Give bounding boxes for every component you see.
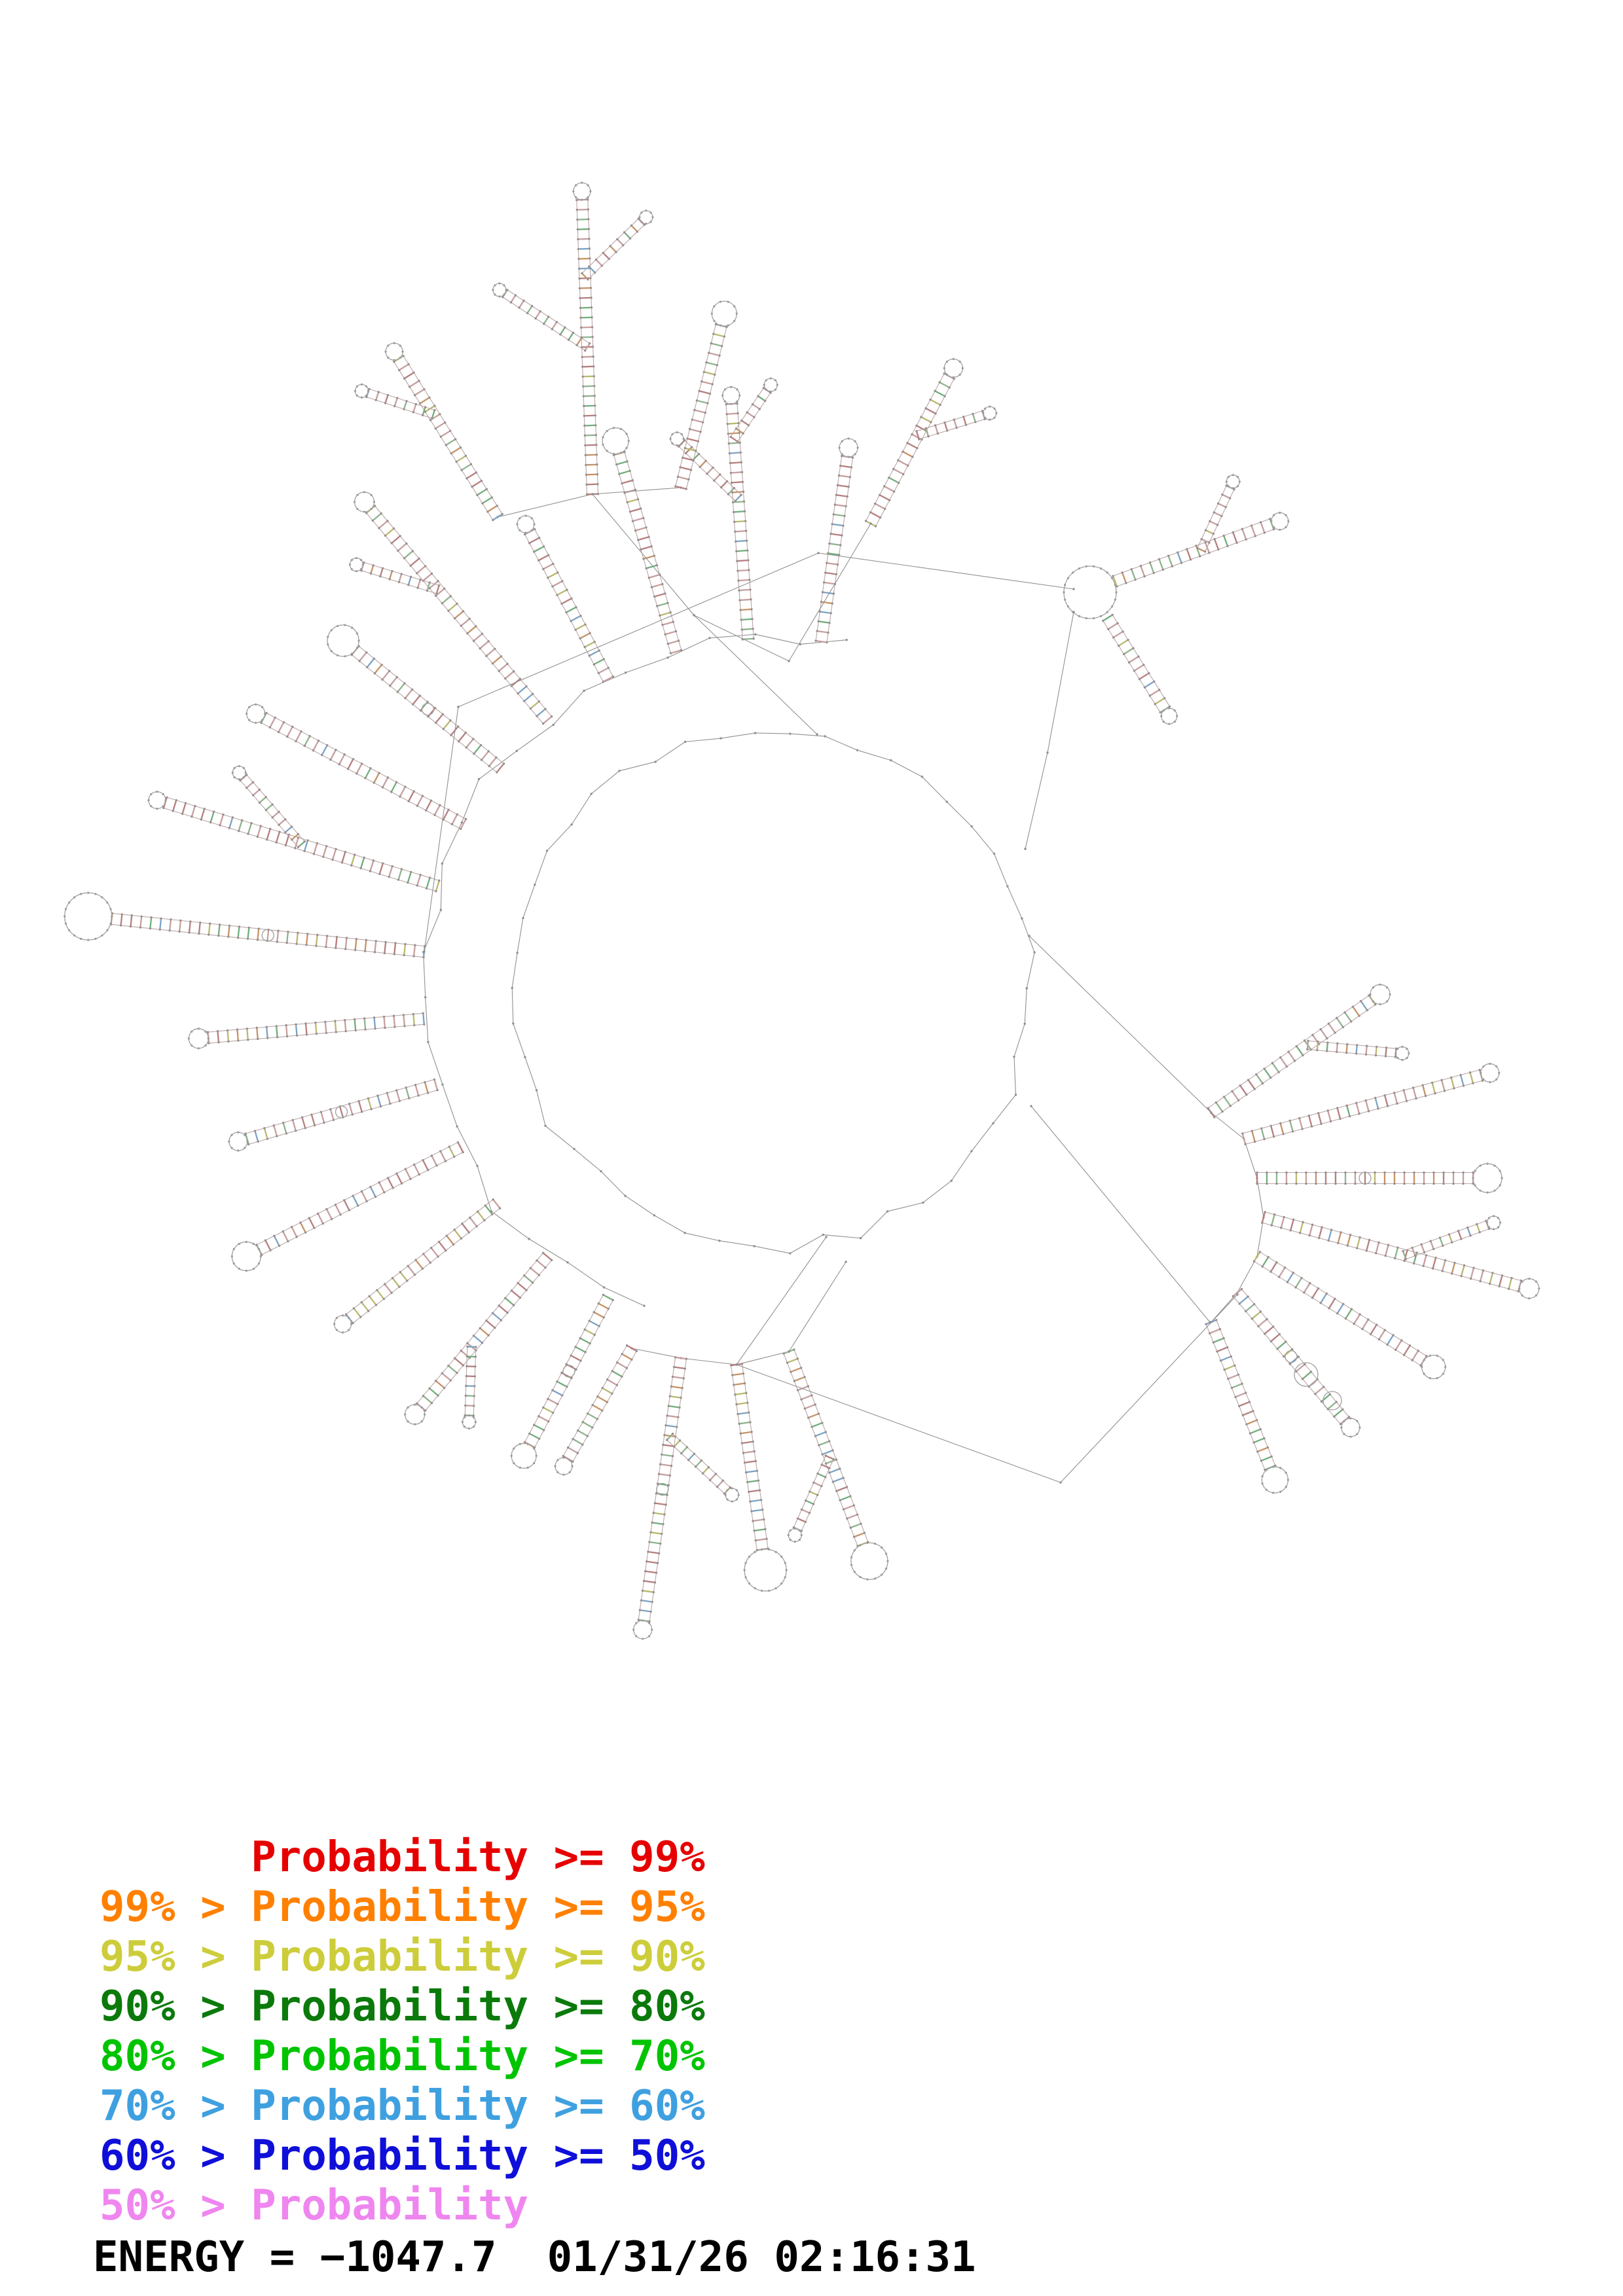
legend-item-0: Probability >= 99% [100,1833,705,1882]
legend-item-2: 95% > Probability >= 90% [100,1933,705,1981]
rna-structure-diagram [64,181,1541,1640]
legend-item-6: 60% > Probability >= 50% [100,2132,705,2180]
legend-item-5: 70% > Probability >= 60% [100,2082,705,2130]
legend-item-1: 99% > Probability >= 95% [100,1883,705,1931]
energy-readout: ENERGY = −1047.7 01/31/26 02:16:31 [93,2233,976,2282]
legend-item-7: 50% > Probability [100,2181,529,2230]
legend-item-3: 90% > Probability >= 80% [100,1982,705,2031]
probability-legend: Probability >= 99% 99% > Probability >= … [100,1833,705,2231]
legend-item-4: 80% > Probability >= 70% [100,2032,705,2081]
